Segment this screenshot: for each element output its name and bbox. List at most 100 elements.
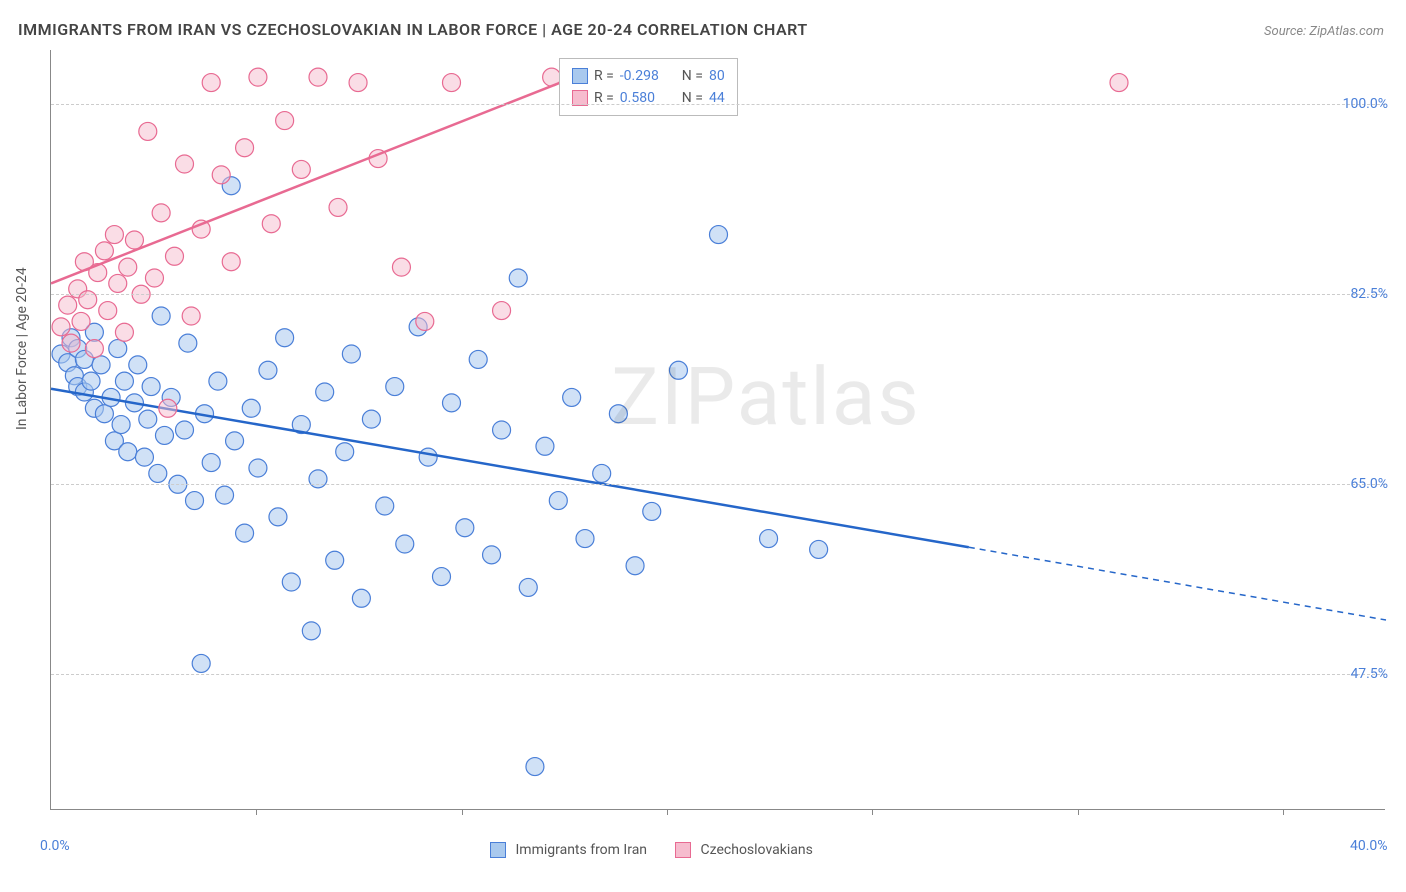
data-point: [336, 443, 354, 461]
x-minor-tick: [667, 809, 668, 815]
stats-legend-row-1: R = -0.298 N = 80: [572, 65, 725, 87]
data-point: [176, 421, 194, 439]
data-point: [236, 524, 254, 542]
data-point: [216, 486, 234, 504]
data-point: [392, 258, 410, 276]
data-point: [443, 74, 461, 92]
y-axis-label: In Labor Force | Age 20-24: [14, 267, 30, 430]
data-point: [456, 519, 474, 537]
data-point: [159, 399, 177, 417]
data-point: [236, 139, 254, 157]
stats-r-label-2: R =: [594, 87, 614, 109]
x-tick-label-min: 0.0%: [40, 838, 70, 854]
stats-n-value-1: 80: [709, 65, 725, 87]
data-point: [710, 226, 728, 244]
legend-swatch-iran: [572, 68, 588, 84]
gridline-horizontal: [51, 674, 1385, 675]
data-point: [349, 74, 367, 92]
data-point: [145, 269, 163, 287]
gridline-horizontal: [51, 104, 1385, 105]
data-point: [760, 530, 778, 548]
stats-n-label: N =: [682, 65, 703, 87]
data-point: [419, 448, 437, 466]
data-point: [62, 334, 80, 352]
data-point: [92, 356, 110, 374]
data-point: [352, 589, 370, 607]
data-point: [99, 302, 117, 320]
data-point: [202, 74, 220, 92]
data-point: [149, 464, 167, 482]
data-point: [276, 112, 294, 130]
data-point: [176, 155, 194, 173]
data-point: [292, 160, 310, 178]
data-point: [129, 356, 147, 374]
data-point: [493, 302, 511, 320]
data-point: [493, 421, 511, 439]
data-point: [396, 535, 414, 553]
data-point: [242, 399, 260, 417]
data-point: [105, 226, 123, 244]
chart-title: IMMIGRANTS FROM IRAN VS CZECHOSLOVAKIAN …: [18, 20, 808, 39]
data-point: [139, 122, 157, 140]
data-point: [1110, 74, 1128, 92]
bottom-legend-label-1: Immigrants from Iran: [515, 842, 647, 858]
data-point: [669, 361, 687, 379]
stats-r-value-1: -0.298: [620, 65, 676, 87]
y-tick-label: 47.5%: [1350, 666, 1388, 682]
x-minor-tick: [256, 809, 257, 815]
trend-line: [51, 389, 969, 548]
data-point: [443, 394, 461, 412]
data-point: [416, 312, 434, 330]
data-point: [95, 405, 113, 423]
data-point: [269, 508, 287, 526]
data-point: [276, 329, 294, 347]
bottom-legend-swatch-1: [490, 842, 506, 858]
y-tick-label: 65.0%: [1350, 476, 1388, 492]
data-point: [563, 388, 581, 406]
data-point: [109, 274, 127, 292]
chart-svg: [51, 50, 1385, 809]
data-point: [362, 410, 380, 428]
x-minor-tick: [872, 809, 873, 815]
data-point: [152, 307, 170, 325]
data-point: [72, 312, 90, 330]
stats-legend-row-2: R = 0.580 N = 44: [572, 87, 725, 109]
data-point: [125, 231, 143, 249]
bottom-legend-swatch-2: [675, 842, 691, 858]
data-point: [509, 269, 527, 287]
data-point: [483, 546, 501, 564]
x-tick-label-max: 40.0%: [1350, 838, 1388, 854]
x-minor-tick: [1078, 809, 1079, 815]
stats-n-value-2: 44: [709, 87, 725, 109]
data-point: [316, 383, 334, 401]
data-point: [112, 416, 130, 434]
data-point: [85, 340, 103, 358]
bottom-legend: Immigrants from Iran Czechoslovakians: [490, 842, 813, 858]
data-point: [593, 464, 611, 482]
data-point: [222, 253, 240, 271]
data-point: [249, 68, 267, 86]
data-point: [226, 432, 244, 450]
data-point: [52, 318, 70, 336]
data-point: [643, 502, 661, 520]
trend-line-extension: [969, 547, 1386, 620]
y-tick-label: 82.5%: [1350, 286, 1388, 302]
data-point: [249, 459, 267, 477]
data-point: [119, 258, 137, 276]
data-point: [115, 323, 133, 341]
data-point: [95, 242, 113, 260]
data-point: [549, 492, 567, 510]
data-point: [262, 215, 280, 233]
data-point: [329, 198, 347, 216]
source-attribution: Source: ZipAtlas.com: [1264, 24, 1384, 39]
data-point: [576, 530, 594, 548]
y-tick-label: 100.0%: [1343, 96, 1388, 112]
data-point: [152, 204, 170, 222]
data-point: [192, 654, 210, 672]
data-point: [186, 492, 204, 510]
data-point: [536, 437, 554, 455]
data-point: [810, 540, 828, 558]
data-point: [212, 166, 230, 184]
data-point: [139, 410, 157, 428]
data-point: [59, 296, 77, 314]
